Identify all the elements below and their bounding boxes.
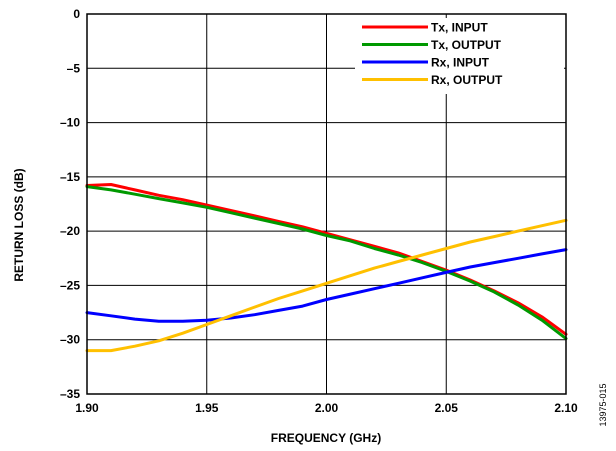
x-tick-label: 2.00 — [315, 401, 339, 415]
legend-label: Tx, OUTPUT — [431, 38, 502, 52]
legend-label: Rx, INPUT — [431, 56, 490, 70]
x-axis-title: FREQUENCY (GHz) — [271, 431, 381, 445]
y-tick-label: –15 — [60, 170, 80, 184]
y-tick-label: –5 — [67, 61, 81, 75]
series-line-4 — [85, 218, 568, 353]
x-tick-label: 1.90 — [75, 401, 99, 415]
plot-frame — [86, 13, 567, 395]
figure-id: 13975-015 — [598, 383, 608, 426]
y-axis-title: RETURN LOSS (dB) — [12, 168, 26, 281]
series-line-3 — [85, 248, 568, 323]
y-tick-label: –25 — [60, 278, 80, 292]
legend: Tx, INPUT Tx, OUTPUT Rx, INPUT Rx, OUTPUT — [355, 18, 564, 94]
y-tick-label: –30 — [60, 333, 80, 347]
x-tick-label: 2.05 — [435, 401, 459, 415]
y-tick-label: –35 — [60, 387, 80, 401]
series-lines — [85, 183, 568, 353]
legend-label: Rx, OUTPUT — [431, 73, 503, 87]
x-tick-label: 1.95 — [195, 401, 219, 415]
x-tick-label: 2.10 — [554, 401, 578, 415]
x-tick-labels: 1.90 1.95 2.00 2.05 2.10 — [75, 401, 578, 415]
y-tick-labels: 0 –5 –10 –15 –20 –25 –30 –35 — [60, 7, 80, 401]
y-tick-label: –10 — [60, 116, 80, 130]
legend-background — [355, 18, 564, 94]
series-line-2 — [85, 185, 568, 341]
y-tick-label: 0 — [73, 7, 80, 21]
legend-label: Tx, INPUT — [431, 21, 488, 35]
y-tick-label: –20 — [60, 224, 80, 238]
